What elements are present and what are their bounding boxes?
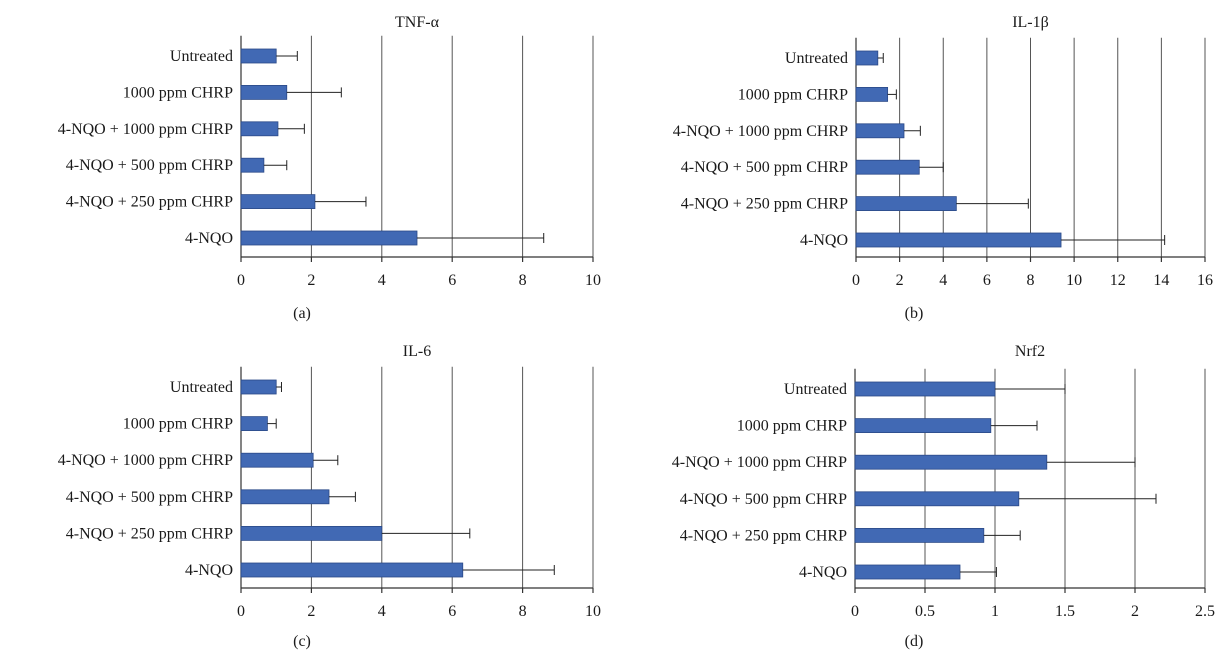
x-tick-label: 0 (851, 603, 859, 620)
x-tick-label: 0 (237, 272, 245, 289)
x-tick-label: 0 (852, 272, 860, 289)
x-tick-label: 12 (1110, 272, 1126, 289)
category-label: 4-NQO (185, 230, 233, 247)
category-label: 4-NQO + 1000 ppm CHRP (673, 123, 848, 140)
bar (855, 50, 879, 66)
category-label: 4-NQO + 1000 ppm CHRP (58, 121, 233, 138)
chart-svg-a: 0 2 4 6 8 10 Untreated 1000 ppm CHRP 4-NQO + 100… (58, 14, 601, 322)
category-label: Untreated (785, 50, 848, 67)
x-tick-label: 1.5 (1055, 603, 1075, 620)
bar (240, 525, 383, 541)
bar (240, 157, 265, 173)
chart-svg-c: 0 2 4 6 8 10 Untreated 1000 ppm CHRP 4-NQO + 100… (58, 343, 601, 650)
category-label: 4-NQO + 1000 ppm CHRP (672, 454, 847, 471)
chart-title: IL-1β (1012, 14, 1049, 31)
category-label: Untreated (170, 379, 233, 396)
x-tick-label: 8 (519, 603, 527, 620)
x-tick-label: 16 (1197, 272, 1213, 289)
bar (240, 85, 288, 100)
x-tick-label: 2 (896, 272, 904, 289)
category-label: 4-NQO + 250 ppm CHRP (66, 525, 233, 542)
x-tick-label: 2.5 (1195, 603, 1215, 620)
panel-label: (c) (293, 633, 311, 650)
category-label: 1000 ppm CHRP (738, 86, 848, 103)
x-tick-label: 6 (983, 272, 991, 289)
bar (854, 527, 985, 543)
bar (240, 230, 418, 246)
chart-panel-b: 0 2 4 6 8 10 12 14 16 Untreated 1000 ppm CHRP 4-NQO… (609, 0, 1217, 328)
x-tick-label: 1 (991, 603, 999, 620)
bar (240, 416, 268, 431)
x-tick-label: 10 (1066, 272, 1082, 289)
bar (854, 564, 961, 580)
x-tick-label: 4 (378, 603, 386, 620)
bar (855, 196, 957, 212)
bar (855, 232, 1062, 248)
category-label: 1000 ppm CHRP (123, 84, 233, 101)
bar (854, 418, 992, 433)
chart-panel-a: 0 2 4 6 8 10 Untreated 1000 ppm CHRP 4-NQO + 100… (0, 0, 608, 328)
category-label: Untreated (170, 48, 233, 65)
chart-title: Nrf2 (1015, 343, 1045, 360)
panel-label: (d) (905, 633, 924, 650)
bar (240, 489, 330, 505)
x-tick-label: 0 (237, 603, 245, 620)
x-tick-label: 8 (519, 272, 527, 289)
category-label: 4-NQO + 500 ppm CHRP (680, 491, 847, 508)
bar (240, 452, 314, 468)
bar (240, 194, 316, 210)
chart-svg-d: 0 0.5 1 1.5 2 2.5 Untreated 1000 ppm CHRP 4-NQO … (672, 343, 1215, 650)
panel-label: (b) (905, 305, 924, 322)
x-tick-label: 0.5 (915, 603, 935, 620)
bar (240, 48, 277, 64)
x-tick-label: 8 (1027, 272, 1035, 289)
x-tick-label: 10 (585, 272, 601, 289)
bar (855, 87, 889, 102)
x-tick-label: 6 (448, 603, 456, 620)
x-tick-label: 2 (1131, 603, 1139, 620)
chart-title: IL-6 (403, 343, 431, 360)
x-tick-label: 2 (307, 272, 315, 289)
category-label: Untreated (784, 381, 847, 398)
category-label: 4-NQO (800, 232, 848, 249)
category-label: 1000 ppm CHRP (737, 418, 847, 435)
x-tick-label: 4 (939, 272, 947, 289)
bar (240, 562, 464, 578)
chart-svg-b: 0 2 4 6 8 10 12 14 16 Untreated 1000 ppm CHRP 4-NQO… (673, 14, 1213, 322)
category-label: 4-NQO + 500 ppm CHRP (66, 489, 233, 506)
bar (240, 121, 279, 137)
category-label: 4-NQO + 250 ppm CHRP (680, 527, 847, 544)
bar (854, 381, 996, 397)
x-tick-label: 2 (307, 603, 315, 620)
chart-panel-d: 0 0.5 1 1.5 2 2.5 Untreated 1000 ppm CHRP 4-NQO … (609, 328, 1217, 656)
bar (854, 491, 1020, 507)
bar (855, 159, 920, 175)
x-tick-label: 10 (585, 603, 601, 620)
bar (855, 123, 905, 139)
x-tick-label: 6 (448, 272, 456, 289)
category-label: 4-NQO (185, 562, 233, 579)
bar (854, 454, 1048, 470)
x-tick-label: 4 (378, 272, 386, 289)
panel-label: (a) (293, 305, 311, 322)
category-label: 4-NQO + 500 ppm CHRP (681, 159, 848, 176)
bar (240, 379, 277, 395)
x-tick-label: 14 (1153, 272, 1169, 289)
category-label: 4-NQO + 250 ppm CHRP (681, 196, 848, 213)
category-label: 4-NQO + 1000 ppm CHRP (58, 452, 233, 469)
chart-title: TNF-α (395, 14, 440, 31)
category-label: 1000 ppm CHRP (123, 416, 233, 433)
category-label: 4-NQO + 500 ppm CHRP (66, 157, 233, 174)
chart-panel-c: 0 2 4 6 8 10 Untreated 1000 ppm CHRP 4-NQO + 100… (0, 328, 608, 656)
category-label: 4-NQO (799, 564, 847, 581)
category-label: 4-NQO + 250 ppm CHRP (66, 194, 233, 211)
